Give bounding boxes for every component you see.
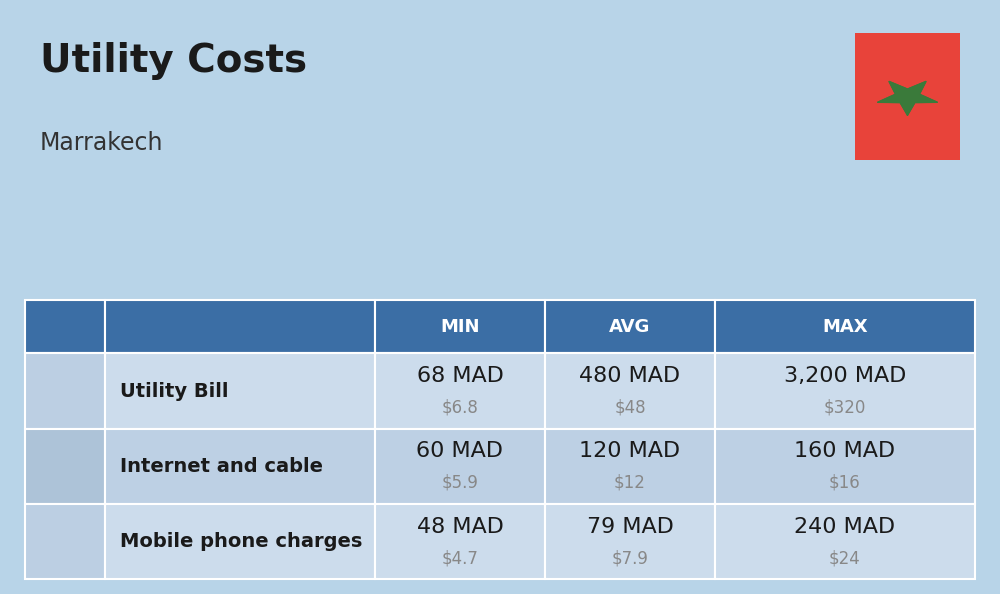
Bar xyxy=(105,353,375,429)
Polygon shape xyxy=(878,81,937,115)
Text: $7.9: $7.9 xyxy=(612,549,648,567)
Text: Mobile phone charges: Mobile phone charges xyxy=(120,532,362,551)
Bar xyxy=(545,353,715,429)
Bar xyxy=(715,504,975,579)
Text: 160 MAD: 160 MAD xyxy=(794,441,896,462)
Text: Utility Costs: Utility Costs xyxy=(40,42,307,80)
Bar xyxy=(25,429,105,504)
Bar xyxy=(545,300,715,353)
Text: $16: $16 xyxy=(829,474,861,492)
Text: $12: $12 xyxy=(614,474,646,492)
Text: 120 MAD: 120 MAD xyxy=(579,441,681,462)
Bar xyxy=(25,353,105,429)
Text: MIN: MIN xyxy=(440,318,480,336)
Bar xyxy=(715,429,975,504)
Text: Marrakech: Marrakech xyxy=(40,131,164,154)
Text: 480 MAD: 480 MAD xyxy=(579,366,681,386)
Text: 3,200 MAD: 3,200 MAD xyxy=(784,366,906,386)
Bar xyxy=(545,429,715,504)
Text: AVG: AVG xyxy=(609,318,651,336)
Text: 68 MAD: 68 MAD xyxy=(417,366,503,386)
Bar xyxy=(375,504,545,579)
Text: $48: $48 xyxy=(614,399,646,416)
Text: 240 MAD: 240 MAD xyxy=(794,517,896,537)
Bar xyxy=(25,504,105,579)
Text: $4.7: $4.7 xyxy=(442,549,478,567)
Bar xyxy=(375,300,545,353)
Text: 79 MAD: 79 MAD xyxy=(587,517,673,537)
Bar xyxy=(545,504,715,579)
Text: MAX: MAX xyxy=(822,318,868,336)
Bar xyxy=(25,300,105,353)
Bar xyxy=(375,353,545,429)
Bar xyxy=(375,429,545,504)
Bar xyxy=(105,429,375,504)
Bar xyxy=(105,300,375,353)
Text: Internet and cable: Internet and cable xyxy=(120,457,323,476)
Text: $5.9: $5.9 xyxy=(442,474,478,492)
Bar xyxy=(105,504,375,579)
Bar xyxy=(715,353,975,429)
FancyBboxPatch shape xyxy=(855,33,960,160)
Text: $320: $320 xyxy=(824,399,866,416)
Text: 60 MAD: 60 MAD xyxy=(416,441,504,462)
Bar xyxy=(715,300,975,353)
Text: $6.8: $6.8 xyxy=(442,399,478,416)
Text: Utility Bill: Utility Bill xyxy=(120,381,228,400)
Text: $24: $24 xyxy=(829,549,861,567)
Text: 48 MAD: 48 MAD xyxy=(417,517,503,537)
